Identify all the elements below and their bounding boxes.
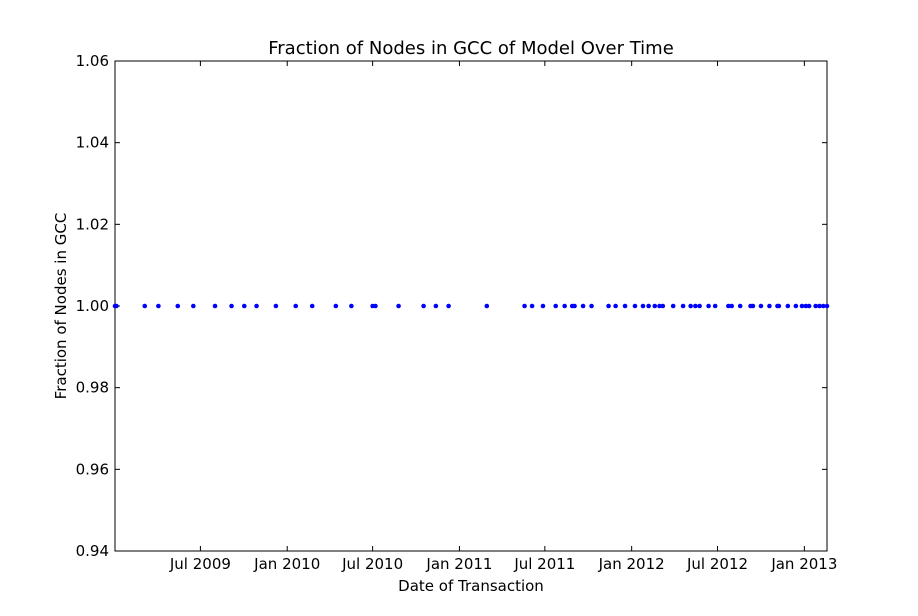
plot-frame: [114, 60, 828, 552]
data-point: [572, 303, 577, 309]
data-point: [191, 303, 196, 309]
data-point: [156, 303, 161, 309]
data-point: [726, 303, 731, 309]
data-point: [553, 303, 558, 309]
data-point: [293, 303, 299, 309]
data-point: [652, 303, 658, 309]
y-tick-label: 1.02: [76, 215, 109, 233]
data-point: [396, 303, 401, 309]
data-point: [589, 303, 594, 309]
data-point: [737, 303, 743, 309]
data-point: [793, 303, 799, 309]
data-point: [446, 303, 451, 309]
data-point: [613, 303, 618, 309]
data-point: [309, 303, 315, 309]
data-point: [212, 303, 218, 309]
data-point: [697, 303, 702, 309]
data-point: [693, 303, 698, 309]
y-axis-label: Fraction of Nodes in GCC: [52, 213, 70, 400]
data-point: [142, 303, 148, 309]
y-tick-label: 1.04: [76, 134, 109, 152]
data-point: [706, 303, 711, 309]
data-point: [767, 303, 772, 309]
data-point: [670, 303, 676, 309]
data-point: [273, 303, 279, 309]
data-point: [785, 303, 791, 309]
data-point: [433, 303, 439, 309]
data-point: [522, 303, 527, 309]
data-point: [660, 303, 666, 309]
data-point: [333, 303, 339, 309]
data-point: [254, 303, 259, 309]
y-tick-label: 0.94: [76, 542, 109, 560]
data-point: [606, 303, 611, 309]
x-tick-label: Jul 2011: [513, 555, 575, 573]
data-point: [373, 303, 378, 309]
x-tick-label: Jan 2011: [425, 555, 492, 573]
data-point: [540, 303, 546, 309]
data-point: [421, 303, 426, 309]
data-point: [657, 303, 662, 309]
data-point: [813, 303, 818, 309]
data-point: [803, 303, 809, 309]
data-point: [750, 303, 756, 309]
data-point: [646, 303, 651, 309]
data-point: [175, 303, 181, 309]
data-point: [580, 303, 586, 309]
data-point: [758, 303, 764, 309]
data-point: [632, 303, 638, 309]
data-point: [640, 303, 646, 309]
x-tick-label: Jan 2013: [770, 555, 837, 573]
x-tick-label: Jan 2010: [253, 555, 320, 573]
data-point: [688, 303, 693, 309]
data-point: [114, 303, 119, 309]
y-tick-label: 1.06: [76, 52, 109, 70]
data-point: [562, 303, 567, 309]
x-axis-label: Date of Transaction: [398, 577, 544, 595]
data-point: [729, 303, 734, 309]
data-point: [241, 303, 247, 309]
y-tick-label: 0.98: [76, 379, 109, 397]
data-point: [824, 303, 830, 309]
x-tick-label: Jul 2012: [686, 555, 748, 573]
y-tick-label: 0.96: [76, 460, 109, 478]
data-point: [349, 303, 354, 309]
x-tick-label: Jul 2009: [169, 555, 231, 573]
plot-area: 0.94 0.96 0.98 1.00 1.02 1.04 1.06 Jul 2009 Jan …: [76, 52, 838, 573]
data-point: [776, 303, 782, 309]
data-point: [820, 303, 826, 309]
data-point: [712, 303, 718, 309]
data-point: [817, 303, 822, 309]
data-point: [799, 303, 805, 309]
data-point: [484, 303, 490, 309]
x-tick-label: Jan 2012: [598, 555, 665, 573]
x-tick-label: Jul 2010: [341, 555, 403, 573]
data-point: [529, 303, 535, 309]
data-point: [806, 303, 812, 309]
chart-title: Fraction of Nodes in GCC of Model Over T…: [268, 38, 674, 59]
data-point: [229, 303, 234, 309]
data-point: [680, 303, 686, 309]
data-point: [622, 303, 628, 309]
y-tick-label: 1.00: [76, 297, 109, 315]
